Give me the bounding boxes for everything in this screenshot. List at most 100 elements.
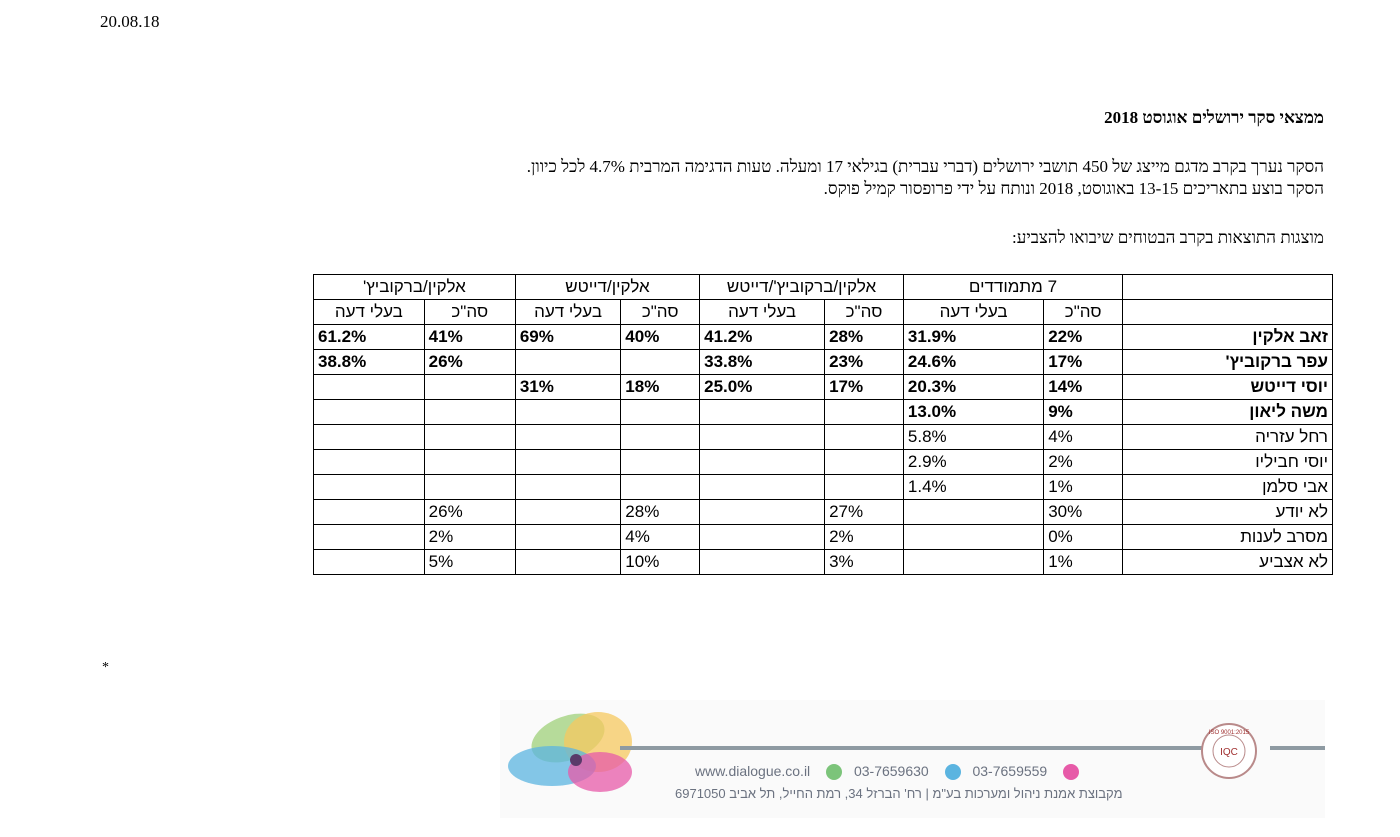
table-cell (620, 399, 701, 425)
table-cell (313, 549, 425, 575)
results-table: 7 מתמודדים אלקין/ברקוביץ'/דייטש אלקין/די… (313, 274, 1333, 575)
table-cell (313, 449, 425, 475)
table-cell: 24.6% (902, 349, 1045, 375)
table-cell (699, 424, 826, 450)
table-cell (514, 424, 622, 450)
dialogue-logo (508, 712, 632, 792)
subheader-cell: בעלי דעה (313, 299, 425, 325)
table-cell: 1% (1043, 474, 1124, 500)
candidate-name: יוסי דייטש (1122, 374, 1333, 400)
table-row: רחל עזריה 4% 5.8% (313, 424, 1333, 450)
table-cell (824, 474, 904, 500)
table-cell: 22% (1043, 324, 1124, 350)
table-cell: 38.8% (313, 349, 425, 375)
table-cell (423, 449, 516, 475)
table-subheader-row: סה"כ בעלי דעה סה"כ בעלי דעה סה"כ בעלי דע… (313, 299, 1333, 325)
candidate-name: אבי סלמן (1122, 474, 1333, 500)
table-cell: 3% (824, 549, 904, 575)
candidate-name: זאב אלקין (1122, 324, 1333, 350)
intro-line-2: הסקר בוצע בתאריכים 13-15 באוגוסט, 2018 ו… (823, 179, 1324, 198)
table-cell: 28% (824, 324, 904, 350)
table-cell: 14% (1043, 374, 1124, 400)
table-cell (620, 474, 701, 500)
document-date: 20.08.18 (100, 12, 160, 31)
table-cell (514, 449, 622, 475)
table-cell: 23% (824, 349, 904, 375)
table-cell (824, 424, 904, 450)
table-cell: 13.0% (902, 399, 1045, 425)
table-cell (699, 524, 826, 550)
table-cell (824, 399, 904, 425)
footer-website[interactable]: www.dialogue.co.il (695, 763, 811, 779)
table-row: משה ליאון 9% 13.0% (313, 399, 1333, 425)
candidate-name: משה ליאון (1122, 399, 1333, 425)
table-cell: 26% (423, 349, 516, 375)
table-cell: 61.2% (313, 324, 425, 350)
table-cell (699, 474, 826, 500)
table-cell (313, 374, 425, 400)
table-cell (423, 399, 516, 425)
intro-line-1: הסקר נערך בקרב מדגם מייצג של 450 תושבי י… (526, 157, 1324, 176)
table-row: עפר ברקוביץ' 17% 24.6% 23% 33.8% 26% 38.8% (313, 349, 1333, 375)
table-cell: 26% (423, 499, 516, 525)
seal-label: IQC (1220, 747, 1238, 758)
footer-address: מקבוצת אמנת ניהול ומערכות בע"מ | רח' הבר… (675, 786, 1123, 801)
table-cell: 69% (514, 324, 622, 350)
footer-divider (620, 746, 1210, 750)
footer-divider-right (1270, 746, 1325, 750)
table-cell (423, 374, 516, 400)
table-cell (514, 549, 622, 575)
table-cell (514, 474, 622, 500)
table-cell (313, 424, 425, 450)
table-cell (514, 349, 622, 375)
table-cell (699, 499, 826, 525)
candidate-name: לא אצביע (1122, 549, 1333, 575)
subheader-cell: סה"כ (824, 299, 904, 325)
candidate-name: עפר ברקוביץ' (1122, 349, 1333, 375)
table-row: יוסי חביליו 2% 2.9% (313, 449, 1333, 475)
table-cell: 41% (423, 324, 516, 350)
footnote-marker: * (102, 660, 109, 675)
footer-contacts: www.dialogue.co.il 03-7659630 03-7659559 (695, 763, 1087, 781)
candidate-name: רחל עזריה (1122, 424, 1333, 450)
candidate-name: מסרב לענות (1122, 524, 1333, 550)
table-cell: 2% (1043, 449, 1124, 475)
table-cell (620, 424, 701, 450)
table-cell: 2% (824, 524, 904, 550)
table-corner-cell (1122, 299, 1333, 325)
table-cell (313, 399, 425, 425)
table-cell (699, 549, 826, 575)
group-header: אלקין/דייטש (514, 274, 701, 300)
table-cell (423, 424, 516, 450)
table-row: אבי סלמן 1% 1.4% (313, 474, 1333, 500)
table-cell (514, 499, 622, 525)
table-row: לא אצביע 1% 3% 10% 5% (313, 549, 1333, 575)
table-cell (313, 524, 425, 550)
table-cell: 27% (824, 499, 904, 525)
footer-phone-1: 03-7659630 (853, 763, 929, 779)
table-cell: 30% (1043, 499, 1124, 525)
candidate-name: לא יודע (1122, 499, 1333, 525)
footer-phone-2: 03-7659559 (972, 763, 1048, 779)
results-subheading: מוצגות התוצאות בקרב הבטוחים שיבואו להצבי… (1011, 228, 1324, 247)
intro-text: הסקר נערך בקרב מדגם מייצג של 450 תושבי י… (527, 156, 1324, 200)
phone-icon (1063, 764, 1080, 781)
fax-icon (944, 764, 961, 781)
footer-banner: IQC ISO 9001:2015 www.dialogue.co.il 03-… (500, 700, 1325, 818)
seal-text: ISO 9001:2015 (1209, 730, 1250, 736)
table-cell (699, 399, 826, 425)
document-title: ממצאי סקר ירושלים אוגוסט 2018 (1104, 108, 1324, 127)
table-cell (902, 549, 1045, 575)
web-icon (826, 764, 843, 781)
iso-seal: IQC ISO 9001:2015 (1201, 723, 1257, 779)
table-cell: 17% (1043, 349, 1124, 375)
table-row: לא יודע 30% 27% 28% 26% (313, 499, 1333, 525)
candidate-name: יוסי חביליו (1122, 449, 1333, 475)
group-header: אלקין/ברקוביץ'/דייטש (699, 274, 904, 300)
table-cell: 28% (620, 499, 701, 525)
table-cell: 20.3% (902, 374, 1045, 400)
group-header: 7 מתמודדים (902, 274, 1124, 300)
table-cell: 31.9% (902, 324, 1045, 350)
table-cell: 25.0% (699, 374, 826, 400)
table-cell (313, 474, 425, 500)
